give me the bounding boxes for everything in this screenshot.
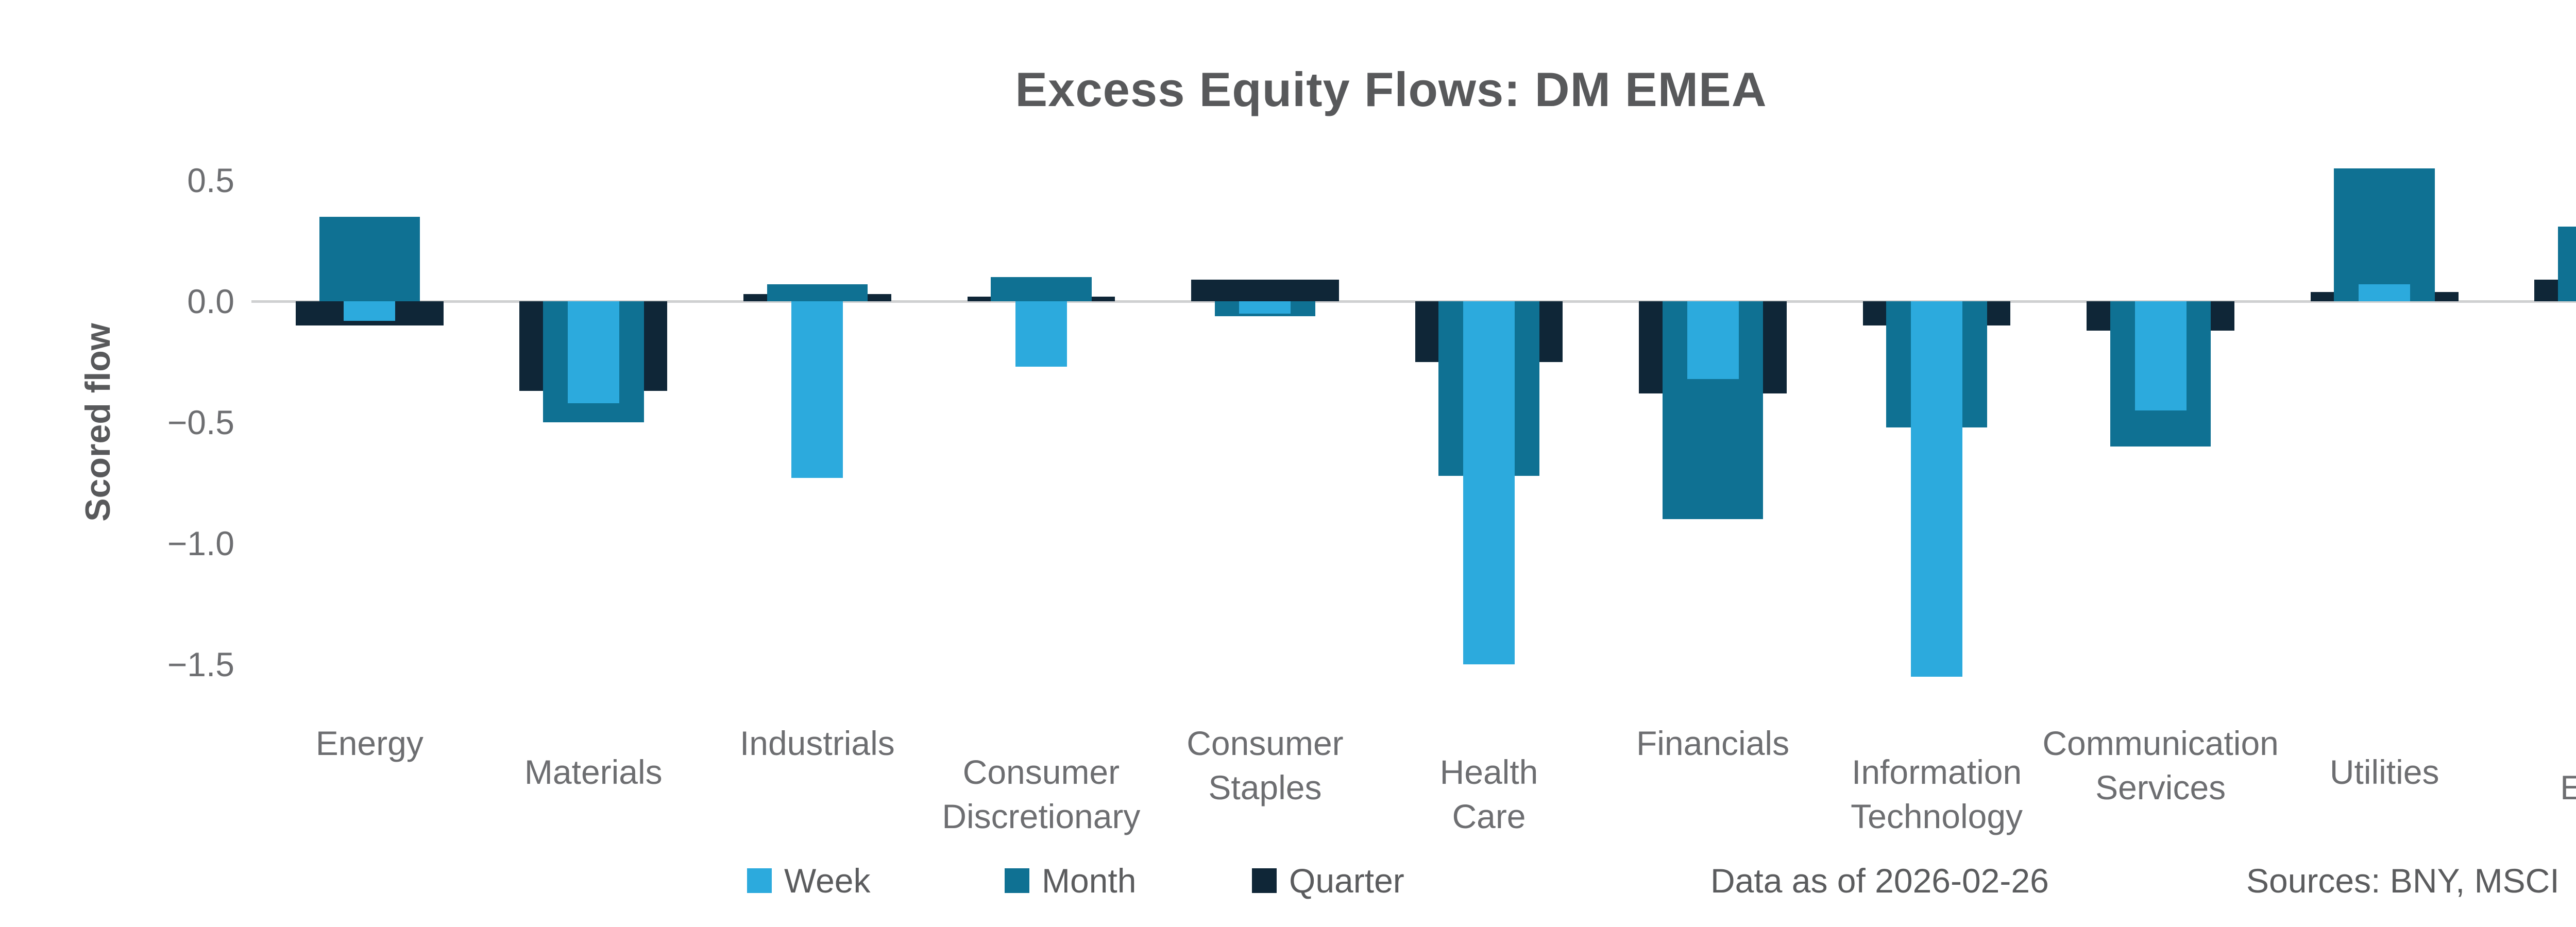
bar-week-5 [1463,301,1515,665]
bar-week-9 [2359,284,2411,302]
legend-label-month: Month [1042,862,1137,900]
sources-text: Sources: BNY, MSCI [2246,862,2560,900]
category-label-4: Consumer Staples [1187,724,1344,806]
category-label-2: Industrials [739,724,895,762]
chart-title: Excess Equity Flows: DM EMEA [1015,62,1767,116]
legend-label-week: Week [784,862,871,900]
legend-item-week: Week [747,861,871,900]
bar-month-2 [767,284,868,302]
category-label-9: Utilities [2329,753,2439,791]
legend-item-quarter: Quarter [1252,861,1404,900]
bar-week-6 [1687,301,1739,379]
category-label-8: Communication Services [2042,724,2279,806]
y-tick-label: −1.0 [167,524,234,563]
bar-quarter-4 [1191,280,1339,302]
category-label-10: Real Estate [2560,724,2576,806]
category-label-6: Financials [1636,724,1790,762]
category-label-3: Consumer Discretionary [942,753,1141,835]
data-as-of-text: Data as of 2026-02-26 [1710,862,2049,900]
bar-week-7 [1911,301,1963,677]
bar-week-0 [344,301,396,321]
y-tick-label: −0.5 [167,403,234,442]
bar-week-3 [1015,301,1067,367]
legend-swatch-month [1005,868,1029,893]
legend-swatch-week [747,868,772,893]
y-tick-label: 0.0 [187,282,234,321]
category-label-5: Health Care [1439,753,1538,835]
y-tick-label: −1.5 [167,645,234,684]
x-axis-zero-line [251,300,2576,303]
chart-footer: Week Month Quarter Data as of 2026-02-26 S… [0,861,2576,918]
bar-week-2 [791,301,843,478]
category-label-1: Materials [524,753,663,791]
category-label-0: Energy [315,724,423,762]
bar-month-10 [2557,226,2576,302]
bar-week-1 [567,301,619,403]
bar-week-4 [1239,301,1291,314]
bar-week-8 [2134,301,2187,410]
bar-month-9 [2334,168,2435,302]
y-tick-label: 0.5 [187,161,234,200]
legend-swatch-quarter [1252,868,1277,893]
bar-month-3 [991,277,1092,302]
bar-month-0 [319,216,420,302]
legend-item-month: Month [1005,861,1136,900]
legend-label-quarter: Quarter [1289,862,1404,900]
category-label-7: Information Technology [1851,753,2023,835]
plot-area [251,144,2576,713]
